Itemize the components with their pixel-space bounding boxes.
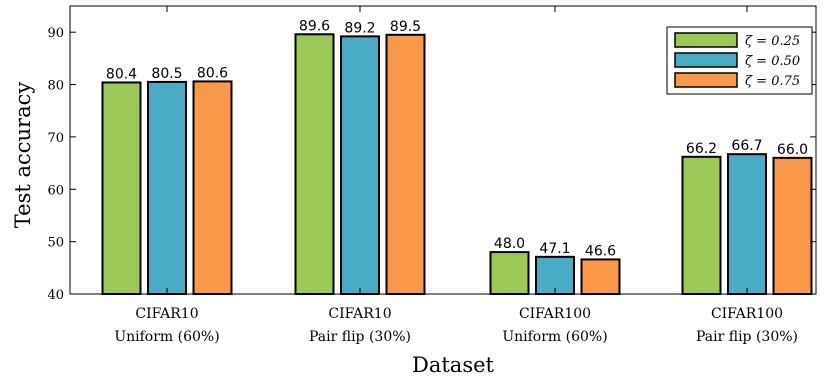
y-tick-label: 70 xyxy=(47,131,64,146)
bar-value-label: 46.6 xyxy=(585,243,616,259)
y-tick-label: 90 xyxy=(47,26,64,41)
bar-value-label: 66.2 xyxy=(686,141,717,157)
x-axis-title: Dataset xyxy=(412,353,495,377)
bar xyxy=(147,80,187,295)
y-tick-label: 60 xyxy=(47,183,64,198)
x-category-label-line1: CIFAR100 xyxy=(519,306,591,322)
y-axis-title: Test accuracy xyxy=(11,82,35,229)
bars-layer xyxy=(101,33,813,296)
plot-frame xyxy=(69,5,817,295)
bar xyxy=(681,155,722,295)
x-category-label-line2: Pair flip (30%) xyxy=(696,329,798,345)
data-labels-layer: 80.4 80.5 80.6 89.6 89.2 89.5 48.0 47.1 46.6 66.2… xyxy=(106,18,808,259)
legend-entry-label: ζ = 0.25 xyxy=(745,34,800,49)
bar-value-label: 48.0 xyxy=(494,236,525,252)
bar xyxy=(535,255,575,295)
bar xyxy=(772,156,813,295)
legend-swatch xyxy=(674,72,738,88)
x-axis-category-labels: CIFAR10 Uniform (60%) CIFAR10 Pair flip (30… xyxy=(114,6,798,345)
bar-value-label: 80.6 xyxy=(197,65,228,81)
bar-value-label: 89.2 xyxy=(344,20,375,36)
x-category-label-line1: CIFAR100 xyxy=(711,306,783,322)
legend-swatch xyxy=(674,32,738,48)
x-category-label-line1: CIFAR10 xyxy=(328,306,391,322)
bar xyxy=(101,81,142,295)
bar-value-label: 89.5 xyxy=(390,19,421,35)
bar xyxy=(580,258,621,296)
y-tick-label: 40 xyxy=(47,288,64,303)
bar-value-label: 80.4 xyxy=(106,66,137,82)
bar-value-label: 66.0 xyxy=(777,142,808,158)
legend: ζ = 0.25 ζ = 0.50 ζ = 0.75 xyxy=(666,26,813,95)
x-category-label-line2: Pair flip (30%) xyxy=(309,329,411,345)
legend-entry-label: ζ = 0.50 xyxy=(745,54,800,69)
bar xyxy=(489,251,530,295)
legend-entry-label: ζ = 0.75 xyxy=(745,74,800,89)
bar xyxy=(385,33,426,296)
x-category-label-line2: Uniform (60%) xyxy=(114,329,219,345)
bar xyxy=(340,35,380,295)
y-tick-label: 50 xyxy=(47,236,64,251)
bar xyxy=(192,80,233,295)
bar xyxy=(294,33,335,295)
bar-value-label: 66.7 xyxy=(731,138,762,154)
y-axis-ticks: 40 50 60 70 80 90 xyxy=(47,26,816,303)
legend-swatch xyxy=(674,52,738,68)
bar-value-label: 80.5 xyxy=(151,66,182,82)
y-tick-label: 80 xyxy=(47,79,64,94)
x-category-label-line2: Uniform (60%) xyxy=(502,329,607,345)
bar-value-label: 89.6 xyxy=(299,18,330,34)
bar-value-label: 47.1 xyxy=(539,241,570,257)
x-category-label-line1: CIFAR10 xyxy=(135,306,198,322)
bar xyxy=(727,153,767,295)
